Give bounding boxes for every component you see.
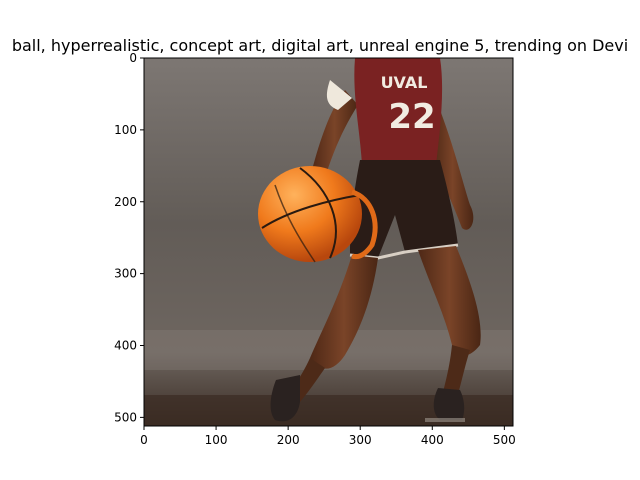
y-tick-label: 500 [114,410,137,424]
axes-frame [143,57,514,427]
generated-image: UVAL 22 [144,58,513,426]
x-tick-label: 100 [205,433,228,447]
left-shoe [270,375,300,422]
x-tick-label: 0 [140,433,148,447]
x-tick-label: 300 [349,433,372,447]
right-leg [418,246,481,356]
y-tick-label: 400 [114,339,137,353]
x-tick-label: 200 [277,433,300,447]
figure-title: ball, hyperrealistic, concept art, digit… [11,36,629,55]
y-axis: 0 100 200 300 400 500 [114,51,144,424]
jersey-number: 22 [388,97,435,137]
y-tick-label: 300 [114,267,137,281]
basketball [258,166,378,263]
x-tick-label: 400 [421,433,444,447]
y-tick-label: 100 [114,123,137,137]
jersey-text: UVAL [381,73,428,92]
x-axis: 0 100 200 300 400 500 [140,426,516,447]
y-tick-label: 0 [129,51,137,65]
shorts [350,160,458,258]
right-shoe [433,388,465,420]
left-leg [310,255,378,369]
x-tick-label: 500 [493,433,516,447]
y-tick-label: 200 [114,195,137,209]
jersey [354,58,443,165]
